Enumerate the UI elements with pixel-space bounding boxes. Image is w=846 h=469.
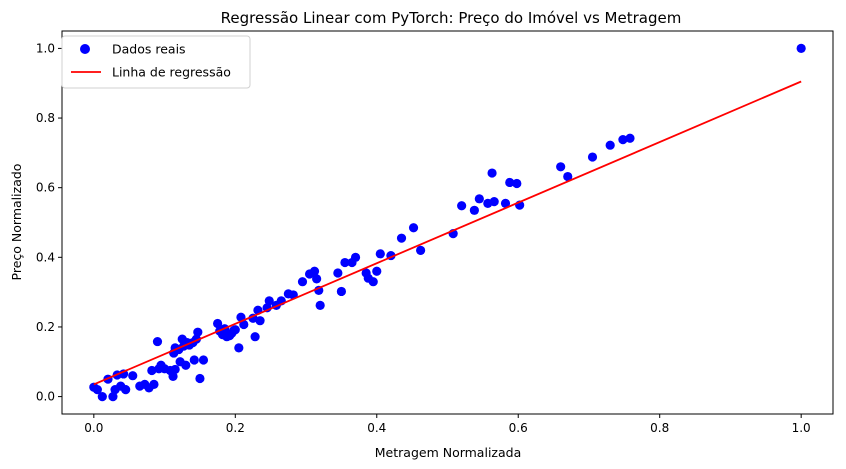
scatter-point	[181, 360, 191, 370]
y-tick-label: 0.6	[36, 181, 55, 195]
legend-box	[61, 35, 251, 89]
scatter-point	[193, 327, 203, 337]
x-axis: 0.0 0.2 0.4 0.6 0.8 1.0	[84, 414, 811, 435]
y-axis: 0.0 0.2 0.4 0.6 0.8 1.0	[36, 41, 62, 404]
scatter-point	[350, 252, 361, 262]
legend-marker-dados-reais	[80, 44, 90, 54]
scatter-point	[97, 391, 107, 402]
scatter-point	[375, 249, 385, 259]
scatter-point	[416, 245, 426, 255]
scatter-point	[625, 133, 635, 143]
x-tick-label: 0.8	[650, 421, 669, 435]
y-tick-label: 0.8	[36, 111, 55, 125]
y-tick-label: 0.0	[36, 390, 55, 404]
scatter-point	[149, 379, 159, 390]
scatter-point	[230, 325, 240, 335]
scatter-point	[147, 365, 157, 376]
legend: Dados reais Linha de regressão	[61, 35, 251, 89]
scatter-point	[315, 300, 325, 310]
scatter-point	[457, 201, 467, 211]
scatter-point	[396, 233, 407, 243]
legend-label-dados-reais: Dados reais	[112, 42, 186, 57]
y-tick-label: 1.0	[36, 41, 55, 55]
scatter-point	[340, 257, 350, 268]
regression-line	[93, 80, 802, 386]
x-axis-label: Metragem Normalizada	[375, 445, 521, 460]
scatter-point	[189, 355, 199, 365]
scatter-point	[512, 178, 522, 189]
axes-frame	[61, 30, 834, 415]
scatter-point	[297, 277, 308, 287]
scatter-point	[264, 296, 274, 306]
legend-label-linha-regressao: Linha de regressão	[112, 65, 231, 80]
x-tick-label: 0.0	[84, 421, 103, 435]
scatter-point	[487, 168, 497, 178]
scatter-point	[309, 266, 320, 276]
scatter-point	[213, 318, 223, 329]
chart-title: Regressão Linear com PyTorch: Preço do I…	[221, 9, 682, 27]
y-tick-label: 0.4	[36, 250, 55, 264]
scatter-point	[368, 277, 378, 287]
y-axis-label: Preço Normalizado	[9, 164, 24, 281]
scatter-point	[474, 194, 484, 204]
scatter-point	[198, 355, 209, 365]
scatter-point	[121, 385, 131, 395]
scatter-point	[556, 162, 566, 172]
scatter-point	[239, 319, 249, 330]
scatter-point	[92, 385, 102, 395]
scatter-point	[152, 336, 163, 347]
scatter-point	[500, 198, 511, 208]
scatter-point	[563, 171, 573, 182]
scatter-point	[255, 316, 265, 326]
scatter-point	[469, 205, 479, 215]
scatter-point	[128, 371, 138, 381]
x-tick-label: 0.4	[367, 421, 386, 435]
scatter-point	[312, 274, 322, 284]
scatter-point	[796, 43, 806, 54]
x-tick-label: 0.6	[509, 421, 528, 435]
scatter-point	[618, 135, 628, 145]
x-tick-label: 0.2	[226, 421, 245, 435]
scatter-point	[168, 371, 178, 381]
plot-area	[89, 43, 806, 402]
scatter-point	[505, 177, 515, 188]
scatter-point	[195, 373, 205, 384]
scatter-point	[372, 266, 382, 276]
scatter-point	[333, 268, 343, 278]
scatter-point	[408, 223, 419, 233]
y-tick-label: 0.2	[36, 320, 55, 334]
x-tick-label: 1.0	[792, 421, 811, 435]
scatter-point	[170, 364, 180, 375]
scatter-point	[108, 391, 118, 402]
scatter-point	[234, 343, 244, 353]
scatter-point	[587, 152, 598, 162]
scatter-point	[489, 197, 499, 207]
scatter-point	[336, 286, 346, 297]
scatter-point	[250, 332, 260, 342]
scatter-point	[605, 140, 615, 150]
